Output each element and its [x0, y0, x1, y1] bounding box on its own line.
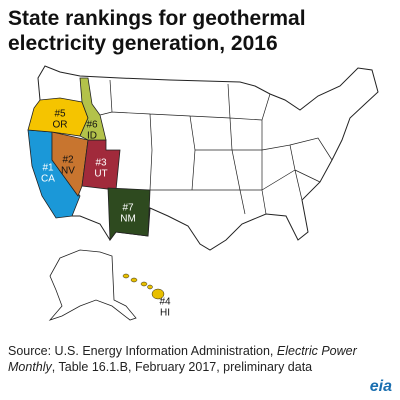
state-abbr: NV — [61, 166, 75, 177]
state-abbr: NM — [120, 214, 136, 225]
source-publication: Electric Power Monthly — [8, 344, 357, 374]
state-rank: #1 — [42, 163, 54, 174]
logo: eia — [369, 378, 392, 395]
state-abbr: HI — [160, 308, 170, 319]
source-prefix: Source: U.S. Energy Information Administ… — [8, 344, 277, 358]
state-HI — [122, 273, 165, 300]
state-ID — [79, 77, 107, 141]
source-suffix: , Table 16.1.B, February 2017, prelimina… — [51, 360, 313, 374]
state-abbr: OR — [53, 120, 68, 131]
state-abbr: ID — [87, 131, 97, 142]
state-rank: #4 — [159, 297, 171, 308]
state-rank: #7 — [122, 203, 134, 214]
state-rank: #6 — [86, 120, 98, 131]
state-borders — [99, 79, 333, 215]
source: Source: U.S. Energy Information Administ… — [8, 343, 378, 375]
state-rank: #5 — [54, 109, 66, 120]
state-abbr: UT — [94, 169, 107, 180]
state-rank: #3 — [95, 158, 107, 169]
state-NM — [107, 187, 151, 242]
state-NV — [51, 131, 89, 197]
title: State rankings for geothermal electricit… — [8, 7, 306, 55]
map: #1CA #2NV #3UT #4HI #5OR #6ID #7NM — [27, 65, 379, 321]
state-rank: #2 — [62, 155, 74, 166]
state-abbr: CA — [41, 174, 55, 185]
alaska — [48, 249, 137, 321]
